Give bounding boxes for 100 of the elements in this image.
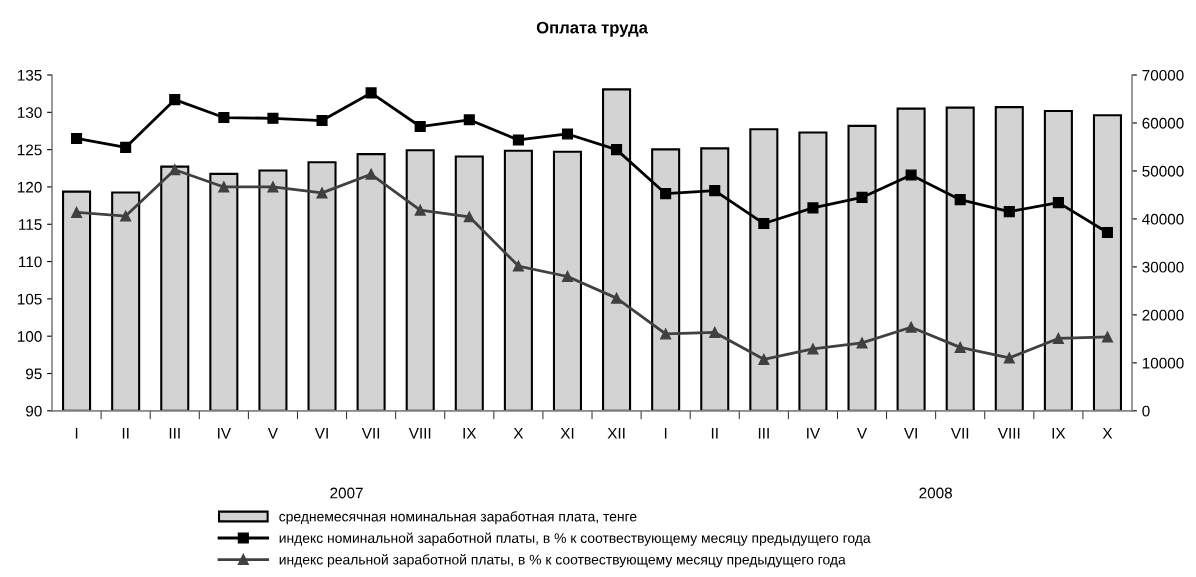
x-tick-label: VI [314,428,328,439]
point [905,321,917,333]
point [120,210,132,222]
x-tick-label: IX [463,428,477,439]
point [660,328,672,340]
point [267,112,279,124]
point [905,169,917,181]
point [561,128,574,140]
x-tick-label: VI [903,428,917,439]
x-tick-label: II [122,428,129,439]
point [807,202,819,214]
y-tick-label: 105 [17,293,42,305]
point [218,181,230,193]
y2-tick-label: 60000 [1142,117,1184,129]
point [856,337,868,349]
x-tick-label: IV [218,428,231,439]
point [758,217,770,230]
y2-tick-label: 10000 [1142,357,1184,369]
point [414,204,426,216]
x-tick-label: X [1102,428,1113,439]
point [856,191,868,203]
bar [552,150,583,411]
point [463,114,475,126]
point [365,168,377,180]
x-tick-label: XI [560,428,574,439]
x-tick-label: VII [950,428,969,439]
point [267,181,279,193]
bar [307,161,337,411]
point [954,194,966,206]
point [1101,331,1114,343]
y2-tick-label: 20000 [1142,309,1184,321]
x-tick-label: IV [807,428,821,439]
x-tick-label: I [664,428,667,439]
point [1003,352,1015,364]
x-tick-label: V [267,428,278,439]
x-tick-label: I [75,428,78,439]
bar [258,169,288,411]
legend-label: индекс реальной заработной платы, в % к соотвествующему месяцу предыдущего года [279,554,846,568]
x-tick-label: IX [1052,428,1066,439]
point [561,270,574,283]
point [709,185,721,197]
y-tick-label: 115 [19,219,42,230]
bar [209,172,239,411]
y2-tick-label: 30000 [1142,261,1184,273]
point [120,141,132,153]
y2-tick-label: 40000 [1142,213,1184,225]
x-tick-label: II [711,428,718,439]
x-tick-label: VIII [997,428,1020,439]
x-tick-label: III [758,428,769,439]
text: 2008 [919,487,952,499]
point [71,132,83,144]
bar [503,149,533,411]
legend-label: среднемесячная номинальная заработная плата, тенге [279,511,637,525]
y2-tick-label: 0 [1142,405,1150,417]
point [169,164,181,176]
bar [405,149,435,411]
point [414,120,426,133]
point [316,114,328,127]
bar [160,165,190,411]
y-tick-label: 95 [26,368,42,380]
point [758,353,770,365]
point [365,87,377,99]
y-tick-label: 100 [17,331,42,342]
y2-tick-label: 50000 [1142,165,1184,177]
x-tick-label: XII [607,428,625,439]
legend-label: индекс номинальной заработной платы, в % к соотвествующему месяцу предыдущего года [279,532,871,546]
point [463,211,475,223]
point [169,94,181,106]
point [218,111,230,124]
point [316,187,328,199]
x-tick-label: V [856,428,868,439]
point [1003,206,1015,218]
bar [62,190,92,411]
bar [356,153,386,411]
x-tick-label: X [513,428,524,439]
point [611,292,623,304]
text: 2007 [330,487,363,499]
y-tick-label: 125 [17,144,42,156]
x-tick-label: VII [361,428,380,439]
x-tick-label: III [169,428,180,439]
y-tick-label: 90 [26,405,42,417]
y-tick-label: 120 [17,181,42,193]
point [660,188,672,200]
y2-tick-label: 70000 [1142,69,1184,81]
point [1052,332,1064,344]
point [954,341,966,353]
point [709,326,721,339]
point [611,144,623,156]
point [71,206,83,218]
y-tick-label: 130 [17,107,42,119]
point [512,260,524,272]
point [1101,226,1114,239]
x-tick-label: VIII [408,428,431,439]
y-tick-label: 110 [19,256,42,268]
bar [111,191,141,411]
bar [454,155,484,411]
point [512,134,524,146]
point [807,343,819,355]
point [1052,197,1064,209]
y-tick-label: 135 [17,69,42,81]
